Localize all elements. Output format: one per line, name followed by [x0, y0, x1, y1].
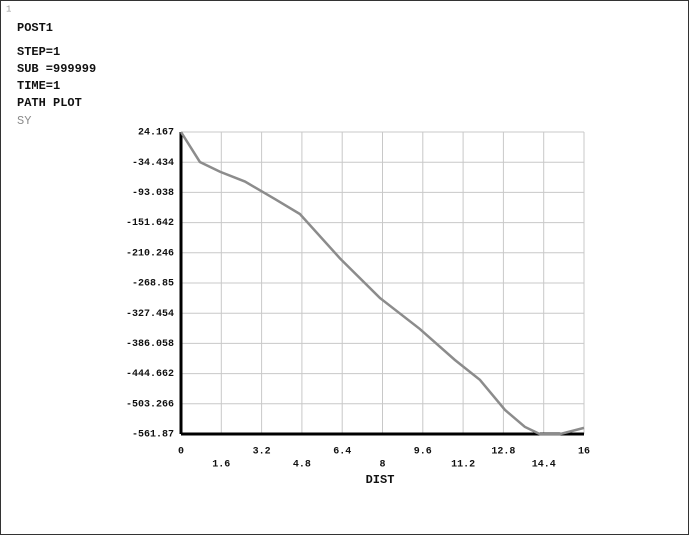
x-tick-label: 14.4: [532, 460, 556, 471]
annotation: PATH PLOT: [17, 96, 82, 110]
annotation: TIME=1: [17, 79, 60, 93]
y-tick-label: -210.246: [126, 248, 174, 259]
x-tick-label: 9.6: [414, 447, 432, 458]
y-tick-label: -327.454: [126, 309, 174, 320]
x-tick-label: 16: [578, 447, 590, 458]
x-axis-label: DIST: [366, 473, 395, 487]
annotation: SUB =999999: [17, 62, 96, 76]
y-tick-label: -268.85: [132, 279, 174, 290]
y-tick-label: -93.038: [132, 188, 174, 199]
y-tick-label: -34.434: [132, 158, 174, 169]
data-line: [179, 131, 585, 436]
annotation: POST1: [17, 21, 53, 35]
x-tick-label: 8: [379, 460, 385, 471]
x-tick-label: 6.4: [333, 447, 351, 458]
legend-entry: SY: [17, 114, 31, 128]
y-tick-label: -444.662: [126, 369, 174, 380]
window-number: 1: [6, 4, 11, 14]
y-tick-label: -386.058: [126, 339, 174, 350]
y-tick-label: -503.266: [126, 399, 174, 410]
x-tick-label: 4.8: [293, 460, 311, 471]
annotation: STEP=1: [17, 45, 60, 59]
y-tick-label: 24.167: [138, 128, 174, 139]
x-tick-label: 0: [178, 447, 184, 458]
x-tick-label: 1.6: [212, 460, 230, 471]
x-tick-label: 11.2: [451, 460, 475, 471]
x-tick-label: 12.8: [491, 447, 515, 458]
y-tick-label: -151.642: [126, 218, 174, 229]
y-tick-label: -561.87: [132, 430, 174, 441]
x-tick-label: 3.2: [253, 447, 271, 458]
